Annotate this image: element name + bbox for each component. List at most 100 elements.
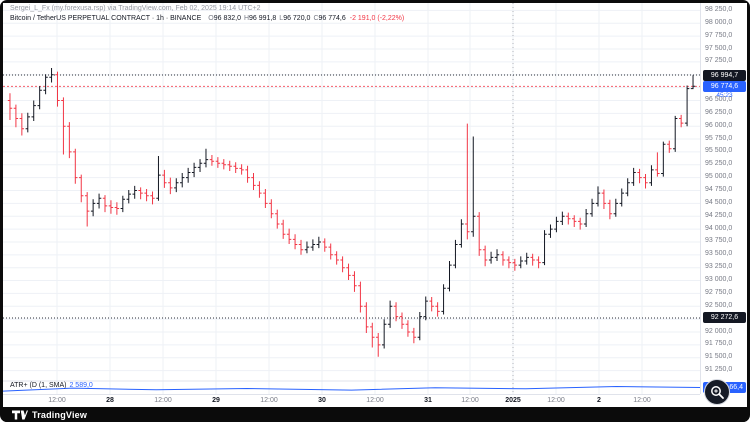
ohlc-bar	[310, 239, 316, 251]
price-tick-label: 93 500,0	[705, 250, 733, 258]
ohlc-bar	[524, 252, 529, 265]
ohlc-bar	[215, 157, 221, 168]
ohlc-bar	[346, 263, 351, 280]
legend-change: -2 191,0 (-2,22%)	[349, 15, 405, 22]
price-tick-label: 96 000,0	[705, 121, 733, 129]
ohlc-bar	[589, 198, 595, 217]
ohlc-bar	[31, 100, 36, 121]
price-line-label: 96 774,6	[703, 80, 746, 92]
ohlc-bar	[43, 74, 48, 95]
price-tick-label: 94 000,0	[705, 224, 733, 232]
ohlc-bar	[7, 93, 13, 120]
ohlc-bar	[382, 319, 387, 349]
ohlc-bar	[667, 140, 672, 153]
price-axis[interactable]: 98 250,0 98 000,0 97 750,0 97 500,0 97 250,0…	[700, 3, 747, 394]
price-tick-label: 94 250,0	[705, 211, 733, 219]
ohlc-bar	[55, 71, 60, 107]
ohlc-bar	[352, 271, 357, 292]
ohlc-bar	[465, 123, 470, 240]
ohlc-bar	[631, 167, 636, 186]
ohlc-bar	[245, 165, 250, 183]
time-label: 29	[212, 397, 220, 404]
legend-close-label: C	[313, 15, 319, 22]
ohlc-bar	[340, 256, 345, 273]
price-tick-label: 95 750,0	[705, 134, 733, 142]
ohlc-bar	[239, 164, 244, 175]
zoom-button[interactable]	[704, 379, 730, 405]
ohlc-bar	[114, 202, 120, 215]
chart-area[interactable]: 98 250,0 98 000,0 97 750,0 97 500,0 97 250,0…	[3, 3, 747, 407]
price-tick-label: 93 750,0	[705, 237, 733, 245]
price-tick-label: 94 750,0	[705, 186, 733, 193]
ohlc-bar	[578, 217, 583, 230]
ohlc-bar	[477, 212, 482, 256]
price-chart	[3, 3, 701, 394]
ohlc-bar	[19, 113, 24, 136]
ohlc-bar	[108, 200, 114, 214]
price-tick-label: 92 500,0	[705, 301, 733, 309]
price-tick-label: 91 250,0	[705, 366, 733, 374]
price-tick-label: 95 500,0	[705, 147, 733, 155]
ohlc-bar	[96, 193, 102, 209]
ohlc-bar	[447, 261, 452, 292]
ohlc-bar	[482, 245, 488, 267]
share-info: Sergei_L_Fx (my.forexusa.rsp) via Tradin…	[10, 5, 261, 12]
time-label: 31	[424, 397, 432, 404]
footer-bar: TradingView	[3, 407, 747, 422]
ohlc-bar	[316, 236, 321, 249]
ohlc-bar	[286, 228, 292, 244]
ohlc-bar	[607, 199, 613, 220]
ohlc-bar	[393, 302, 399, 322]
ohlc-bar	[637, 168, 642, 184]
price-tick-label: 93 000,0	[705, 276, 733, 284]
ohlc-bar	[233, 162, 238, 173]
ohlc-bar	[405, 320, 411, 337]
ohlc-bar	[13, 104, 19, 128]
ohlc-bar	[548, 224, 553, 238]
legend-open-label: O	[208, 15, 214, 22]
ohlc-bar	[572, 215, 577, 227]
ohlc-bar	[168, 177, 173, 195]
ohlc-bar	[304, 241, 310, 254]
ohlc-bar	[90, 199, 96, 217]
ohlc-bar	[613, 198, 618, 217]
ohlc-bar	[488, 251, 494, 264]
time-axis[interactable]: 12:00 28 12:00 29 12:00 30 12:00 31 12:00 2025 12:…	[3, 394, 700, 407]
legend-low-label: L	[279, 15, 284, 22]
ohlc-bar	[399, 312, 405, 329]
ohlc-bar	[370, 322, 375, 348]
time-label: 12:00	[461, 397, 479, 404]
ohlc-bar	[690, 75, 696, 90]
ohlc-bar	[269, 199, 274, 219]
ohlc-bar	[150, 191, 155, 205]
time-label: 12:00	[547, 397, 565, 404]
price-tick-label: 97 750,0	[705, 31, 733, 39]
tradingview-logo[interactable]: TradingView	[12, 410, 87, 420]
ohlc-bar	[263, 189, 268, 208]
price-line-label: 96 994,7	[703, 69, 746, 81]
time-label: 12:00	[154, 397, 172, 404]
ohlc-bar	[518, 256, 523, 269]
price-tick-label: 91 750,0	[705, 340, 733, 348]
ohlc-bar	[138, 187, 143, 200]
indicator-value: 2 589,0	[69, 382, 93, 389]
time-label: 30	[318, 397, 326, 404]
ohlc-bar	[120, 195, 125, 213]
ohlc-bar	[221, 159, 226, 170]
ohlc-bar	[679, 114, 684, 128]
countdown-label: 45:23	[716, 92, 733, 100]
ohlc-bar	[61, 97, 66, 155]
indicator-legend: ATR+ (D (1, SMA) 2 589,0	[10, 382, 93, 389]
ohlc-bar	[643, 174, 648, 189]
indicator-title: ATR+ (D (1, SMA)	[10, 382, 67, 389]
ohlc-bar	[500, 251, 506, 266]
price-tick-label: 92 750,0	[705, 288, 733, 296]
price-tick-label: 96 250,0	[705, 108, 733, 116]
legend-high-label: H	[243, 15, 250, 22]
time-label: 2025	[505, 397, 521, 404]
price-tick-label: 98 250,0	[705, 5, 733, 13]
ohlc-bar	[417, 312, 422, 341]
legend-close-value: 96 774,6	[318, 15, 346, 22]
ohlc-bar	[542, 230, 547, 266]
